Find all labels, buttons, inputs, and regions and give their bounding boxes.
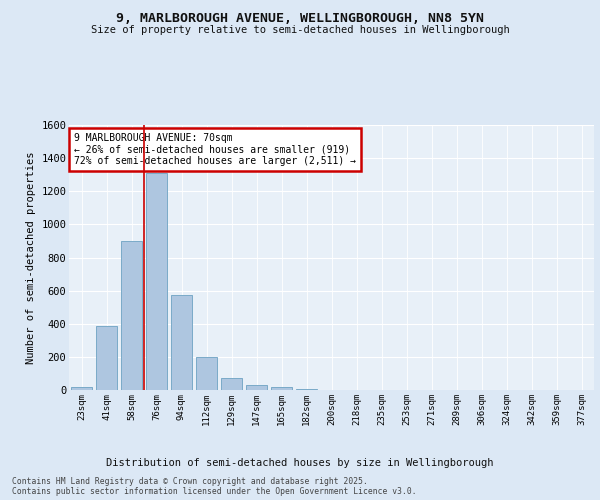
Bar [146, 173, 167, 390]
Bar [196, 357, 217, 390]
Text: 9 MARLBOROUGH AVENUE: 70sqm
← 26% of semi-detached houses are smaller (919)
72% : 9 MARLBOROUGH AVENUE: 70sqm ← 26% of sem… [74, 133, 356, 166]
Bar [71, 386, 92, 390]
Text: Distribution of semi-detached houses by size in Wellingborough: Distribution of semi-detached houses by … [106, 458, 494, 468]
Bar [171, 295, 192, 390]
Text: Contains public sector information licensed under the Open Government Licence v3: Contains public sector information licen… [12, 488, 416, 496]
Bar [246, 386, 267, 390]
Text: Contains HM Land Registry data © Crown copyright and database right 2025.: Contains HM Land Registry data © Crown c… [12, 478, 368, 486]
Bar [121, 241, 142, 390]
Bar [96, 326, 117, 390]
Text: 9, MARLBOROUGH AVENUE, WELLINGBOROUGH, NN8 5YN: 9, MARLBOROUGH AVENUE, WELLINGBOROUGH, N… [116, 12, 484, 26]
Text: Size of property relative to semi-detached houses in Wellingborough: Size of property relative to semi-detach… [91, 25, 509, 35]
Bar [296, 389, 317, 390]
Bar [221, 378, 242, 390]
Y-axis label: Number of semi-detached properties: Number of semi-detached properties [26, 151, 35, 364]
Bar [271, 386, 292, 390]
